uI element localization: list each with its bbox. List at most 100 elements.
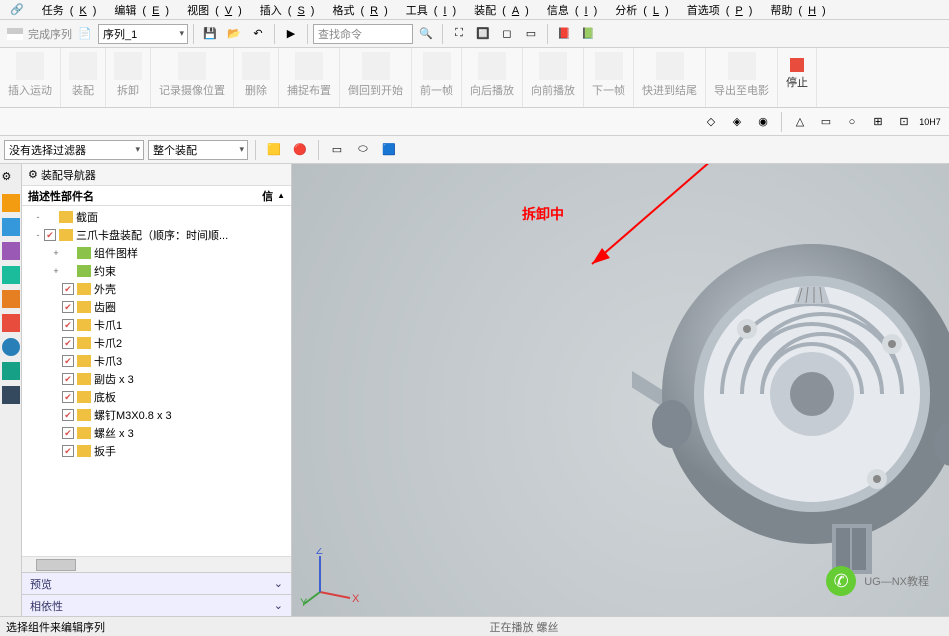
left-tab-strip: ⚙	[0, 164, 22, 616]
ribbon-prev-frame[interactable]: 前一帧	[412, 48, 462, 107]
command-search[interactable]: 查找命令	[313, 24, 413, 44]
tree-node[interactable]: ✔副齿 x 3	[22, 370, 291, 388]
tool-b-button[interactable]: 📗	[577, 23, 599, 45]
sel-cube-icon[interactable]: 🟨	[263, 139, 285, 161]
tab-extra2[interactable]	[2, 386, 20, 404]
dim-ext-icon[interactable]: ⊞	[867, 111, 889, 133]
tab-constraint[interactable]	[2, 218, 20, 236]
assembly-tree[interactable]: -截面-✔三爪卡盘装配（顺序：时间顺...+组件图样+约束✔外壳✔齿圈✔卡爪1✔…	[22, 206, 291, 556]
save-button[interactable]: 💾	[199, 23, 221, 45]
scope-select[interactable]: 整个装配	[148, 140, 248, 160]
tree-node[interactable]: ✔卡爪3	[22, 352, 291, 370]
analysis-2-icon[interactable]: ◈	[726, 111, 748, 133]
analysis-3-icon[interactable]: ◉	[752, 111, 774, 133]
open-button[interactable]: 📂	[223, 23, 245, 45]
tree-node[interactable]: ✔齿圈	[22, 298, 291, 316]
analysis-1-icon[interactable]: ◇	[700, 111, 722, 133]
ribbon: 插入运动 装配 拆卸 记录摄像位置 删除 捕捉布置 倒回到开始 前一帧 向后播放…	[0, 48, 949, 108]
horizontal-scrollbar[interactable]	[22, 556, 291, 572]
toolbar-sequence: 完成序列 📄 序列_1 💾 📂 ↶ ▶ 查找命令 🔍 ⛶ 🔲 ◻ ▭ 📕 📗	[0, 20, 949, 48]
dim-gdt-icon[interactable]: ⊡	[893, 111, 915, 133]
menu-assembly[interactable]: 装配(A)	[462, 0, 535, 20]
ribbon-stop[interactable]: 停止	[778, 48, 817, 107]
tab-html[interactable]	[2, 266, 20, 284]
menu-insert[interactable]: 插入(S)	[248, 0, 321, 20]
sel-lasso-icon[interactable]: ⬭	[352, 139, 374, 161]
tree-node[interactable]: -✔三爪卡盘装配（顺序：时间顺...	[22, 226, 291, 244]
dim-circ-icon[interactable]: ○	[841, 111, 863, 133]
sel-rect-icon[interactable]: ▭	[326, 139, 348, 161]
3d-viewport[interactable]: 拆卸中	[292, 164, 949, 616]
sel-sphere-icon[interactable]: 🔴	[289, 139, 311, 161]
watermark: ✆ UG—NX教程	[826, 566, 929, 596]
menu-bar: 🔗 任务(K) 编辑(E) 视图(V) 插入(S) 格式(R) 工具(I) 装配…	[0, 0, 949, 20]
render-button[interactable]: 🔲	[472, 23, 494, 45]
filter-select[interactable]: 没有选择过滤器	[4, 140, 144, 160]
undo-button[interactable]: ↶	[247, 23, 269, 45]
search-icon[interactable]: 🔍	[415, 23, 437, 45]
tree-node[interactable]: ✔扳手	[22, 442, 291, 460]
new-seq-button[interactable]: 📄	[74, 23, 96, 45]
tree-node[interactable]: ✔底板	[22, 388, 291, 406]
fit-button[interactable]: ⛶	[448, 23, 470, 45]
tree-node[interactable]: ✔外壳	[22, 280, 291, 298]
tree-node[interactable]: ✔螺丝 x 3	[22, 424, 291, 442]
menu-edit[interactable]: 编辑(E)	[102, 0, 175, 20]
menu-tasks[interactable]: 任务(K)	[30, 0, 103, 20]
tree-node[interactable]: +组件图样	[22, 244, 291, 262]
gear-icon[interactable]: ⚙	[2, 170, 20, 188]
svg-text:Y: Y	[300, 597, 308, 608]
ribbon-camera[interactable]: 记录摄像位置	[151, 48, 234, 107]
sequence-select[interactable]: 序列_1	[98, 24, 188, 44]
preview-accordion[interactable]: 预览⌄	[22, 572, 291, 594]
menu-info[interactable]: 信息(I)	[535, 0, 603, 20]
tab-roles[interactable]	[2, 314, 20, 332]
dim-tri-icon[interactable]: △	[789, 111, 811, 133]
ribbon-export-movie[interactable]: 导出至电影	[706, 48, 778, 107]
ribbon-delete[interactable]: 删除	[234, 48, 279, 107]
ribbon-next-frame[interactable]: 下一帧	[584, 48, 634, 107]
tol-icon[interactable]: 10H7	[919, 111, 941, 133]
toolbar-analysis: ◇ ◈ ◉ △ ▭ ○ ⊞ ⊡ 10H7	[0, 108, 949, 136]
wechat-icon: ✆	[826, 566, 856, 596]
main-area: ⚙ ⚙ 装配导航器 描述性部件名 信 -截面-✔三爪卡盘装配（顺序：时间顺...…	[0, 164, 949, 616]
play-button[interactable]: ▶	[280, 23, 302, 45]
tab-reuse[interactable]	[2, 242, 20, 260]
tab-extra1[interactable]	[2, 362, 20, 380]
chuck-model	[632, 224, 949, 604]
tab-part-nav[interactable]	[2, 194, 20, 212]
complete-seq-button[interactable]	[4, 23, 26, 45]
tab-history[interactable]	[2, 290, 20, 308]
shaded-button[interactable]: ▭	[520, 23, 542, 45]
dependency-accordion[interactable]: 相依性⌄	[22, 594, 291, 616]
ribbon-fast-fwd[interactable]: 快进到结尾	[634, 48, 706, 107]
ribbon-disassemble[interactable]: 拆卸	[106, 48, 151, 107]
tree-node[interactable]: -截面	[22, 208, 291, 226]
tool-a-button[interactable]: 📕	[553, 23, 575, 45]
ribbon-assemble[interactable]: 装配	[61, 48, 106, 107]
tree-node[interactable]: ✔卡爪2	[22, 334, 291, 352]
ribbon-capture[interactable]: 捕捉布置	[279, 48, 340, 107]
assembly-navigator: ⚙ 装配导航器 描述性部件名 信 -截面-✔三爪卡盘装配（顺序：时间顺...+组…	[22, 164, 292, 616]
tab-sys[interactable]	[2, 338, 20, 356]
ribbon-insert-motion[interactable]: 插入运动	[0, 48, 61, 107]
status-hint: 选择组件来编辑序列	[6, 619, 105, 635]
svg-text:Z: Z	[316, 548, 323, 557]
tree-node[interactable]: ✔卡爪1	[22, 316, 291, 334]
navigator-header[interactable]: 描述性部件名 信	[22, 186, 291, 206]
wireframe-button[interactable]: ◻	[496, 23, 518, 45]
dim-rect-icon[interactable]: ▭	[815, 111, 837, 133]
menu-view[interactable]: 视图(V)	[175, 0, 248, 20]
status-center: 正在播放 螺丝	[489, 619, 558, 635]
ribbon-rewind[interactable]: 倒回到开始	[340, 48, 412, 107]
menu-format[interactable]: 格式(R)	[320, 0, 393, 20]
menu-help[interactable]: 帮助(H)	[758, 0, 831, 20]
tree-node[interactable]: +约束	[22, 262, 291, 280]
ribbon-play-back[interactable]: 向后播放	[462, 48, 523, 107]
sel-3d-icon[interactable]: 🟦	[378, 139, 400, 161]
tree-node[interactable]: ✔螺钉M3X0.8 x 3	[22, 406, 291, 424]
menu-prefs[interactable]: 首选项(P)	[675, 0, 759, 20]
menu-analysis[interactable]: 分析(L)	[603, 0, 674, 20]
ribbon-play-fwd[interactable]: 向前播放	[523, 48, 584, 107]
menu-tools[interactable]: 工具(I)	[394, 0, 462, 20]
